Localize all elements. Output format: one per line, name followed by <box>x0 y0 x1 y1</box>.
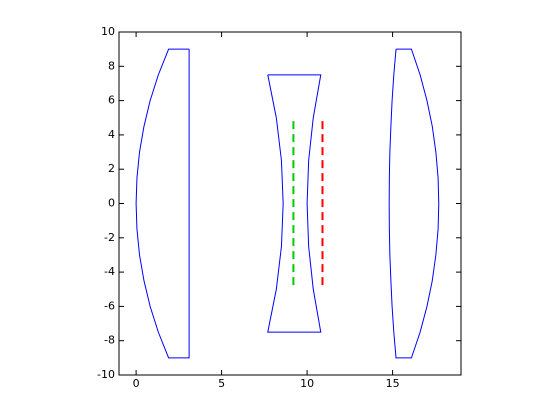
series-line <box>388 48 440 359</box>
y-tick-label: 8 <box>108 59 115 72</box>
y-tick-label: 0 <box>108 197 115 210</box>
x-tick-label: 0 <box>133 377 140 390</box>
y-tick-label: 6 <box>108 94 115 107</box>
y-tick-label: -8 <box>104 334 115 347</box>
y-tick-label: 2 <box>108 162 115 175</box>
x-tick-label: 15 <box>386 377 400 390</box>
series-line <box>267 74 322 333</box>
series-line <box>135 48 190 359</box>
y-tick-label: -6 <box>104 299 115 312</box>
y-tick-label: 10 <box>101 25 115 38</box>
x-tick-label: 10 <box>300 377 314 390</box>
y-tick-label: -4 <box>104 265 115 278</box>
plot-area <box>118 31 462 376</box>
y-tick-label: -2 <box>104 231 115 244</box>
y-tick-label: 4 <box>108 128 115 141</box>
y-tick-label: -10 <box>97 368 115 381</box>
x-tick-label: 5 <box>218 377 225 390</box>
